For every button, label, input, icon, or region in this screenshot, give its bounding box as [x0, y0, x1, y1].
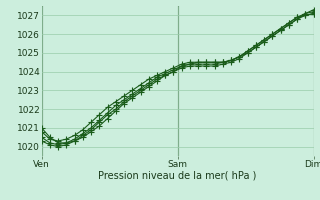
X-axis label: Pression niveau de la mer( hPa ): Pression niveau de la mer( hPa ) — [99, 171, 257, 181]
